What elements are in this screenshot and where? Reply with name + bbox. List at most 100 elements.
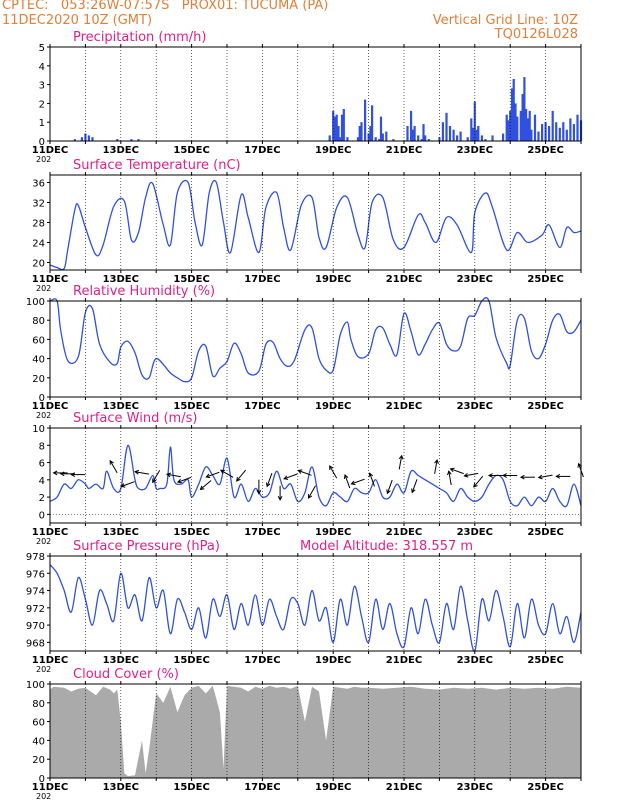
pressure-line — [49, 564, 582, 652]
precip-bar — [502, 133, 505, 141]
x-tick-label: 13DEC — [103, 655, 139, 666]
x-tick-label: 19DEC — [315, 145, 351, 156]
x-tick-label: 25DEC — [527, 145, 563, 156]
wind-arrow — [109, 459, 118, 474]
wind-arrow-shaft — [220, 469, 234, 478]
y-tick-label: 20 — [32, 259, 45, 270]
precip-bar — [392, 139, 395, 141]
wind-arrow-head — [343, 474, 349, 479]
wind-arrow — [473, 475, 484, 488]
wind-arrow-head — [134, 469, 140, 475]
x-tick-label: 23DEC — [457, 527, 493, 538]
wind-arrow-head — [199, 485, 205, 491]
x-tick-label: 11DEC — [32, 401, 68, 412]
wind-arrow — [165, 472, 181, 478]
precip-bar — [328, 135, 331, 141]
wind-arrow-head — [283, 475, 289, 480]
precip-bar — [116, 139, 119, 141]
wind-arrow-head — [277, 496, 283, 501]
x-tick-label: 19DEC — [315, 274, 351, 285]
precip-bar — [337, 126, 340, 141]
y-tick-label: 80 — [32, 316, 45, 327]
wind-arrow-head — [519, 474, 525, 480]
precip-bar — [410, 110, 413, 141]
precip-bar — [551, 110, 554, 141]
wind-arrow — [537, 474, 553, 480]
wind-arrow — [283, 473, 298, 480]
wind-arrow — [236, 469, 247, 482]
y-tick-label: 10 — [32, 424, 45, 435]
x-tick-label: 21DEC — [386, 782, 422, 793]
wind-arrow-head — [502, 473, 507, 478]
header-run-time: 11DEC2020 10Z (GMT) — [2, 13, 153, 28]
wind-arrow-shaft — [200, 480, 212, 490]
wind-arrow-head — [463, 473, 469, 478]
precip-bar — [448, 126, 452, 141]
precip-bar — [130, 139, 133, 141]
wind-arrow — [411, 479, 418, 494]
humidity-line — [49, 297, 582, 383]
wind-arrow-shaft — [473, 475, 484, 488]
precip-bar — [477, 126, 480, 141]
x-tick-label: 23DEC — [457, 145, 493, 156]
wind-arrow-head — [386, 489, 391, 495]
x-tick-label: 13DEC — [103, 527, 139, 538]
y-tick-label: 2 — [39, 99, 45, 110]
precip-bar — [473, 101, 476, 141]
precip-bar — [381, 133, 384, 141]
x-tick-label: 15DEC — [173, 782, 209, 793]
precip-bar — [411, 129, 414, 141]
wind-arrow — [386, 479, 393, 495]
y-tick-label: 8 — [39, 441, 45, 452]
wind-arrow-head — [152, 478, 157, 484]
wind-arrow-shaft — [206, 471, 220, 478]
precip-bar — [456, 135, 459, 141]
x-tick-label: 11DEC — [32, 274, 68, 285]
wind-arrow-shaft — [177, 476, 192, 483]
wind-arrow — [176, 476, 192, 484]
y-tick-label: 24 — [32, 239, 45, 250]
precip-bar — [87, 135, 90, 141]
wind-arrow — [519, 474, 535, 480]
y-tick-label: 40 — [32, 355, 45, 366]
wind-arrow-shaft — [464, 472, 479, 477]
precip-bar — [471, 127, 475, 141]
wind-arrow-shaft — [152, 470, 161, 483]
precip-bar — [422, 124, 425, 141]
precip-bar — [519, 110, 522, 141]
wind-arrow — [398, 454, 404, 470]
precip-bar — [548, 126, 551, 141]
wind-arrow — [329, 465, 338, 479]
x-tick-label: 15DEC — [173, 274, 209, 285]
wind-arrow — [134, 469, 149, 475]
precip-bar — [358, 126, 361, 141]
precip-bar — [441, 122, 444, 141]
precip-bar — [528, 110, 531, 141]
header-grid-line: Vertical Grid Line: 10Z — [432, 13, 578, 28]
header-model: TQ0126L028 — [494, 27, 578, 42]
wind-arrow — [447, 470, 452, 486]
wind-arrow — [219, 469, 234, 478]
y-tick-label: 20 — [32, 755, 45, 766]
wind-arrow-head — [487, 473, 493, 478]
wind-arrow-head — [165, 472, 171, 478]
precipitation-frame — [49, 46, 582, 142]
x-tick-label: 21DEC — [386, 145, 422, 156]
wind-arrow-shaft — [434, 459, 438, 474]
wind-arrow-head — [109, 459, 114, 465]
year-label: 202 — [36, 411, 51, 420]
wind-arrow-head — [447, 470, 452, 476]
x-tick-label: 19DEC — [315, 782, 351, 793]
y-tick-label: 40 — [32, 736, 45, 747]
wind-arrow-head — [205, 473, 211, 479]
wind-arrow-shaft — [266, 473, 273, 487]
precip-bar — [374, 137, 377, 141]
precip-bar — [525, 109, 528, 141]
precip-bar — [510, 88, 514, 141]
x-tick-label: 15DEC — [173, 655, 209, 666]
x-tick-label: 25DEC — [527, 655, 563, 666]
wind-arrow — [577, 462, 584, 478]
wind-arrow-shaft — [351, 478, 365, 485]
wind-arrow — [297, 469, 312, 476]
precip-bar — [514, 103, 517, 141]
